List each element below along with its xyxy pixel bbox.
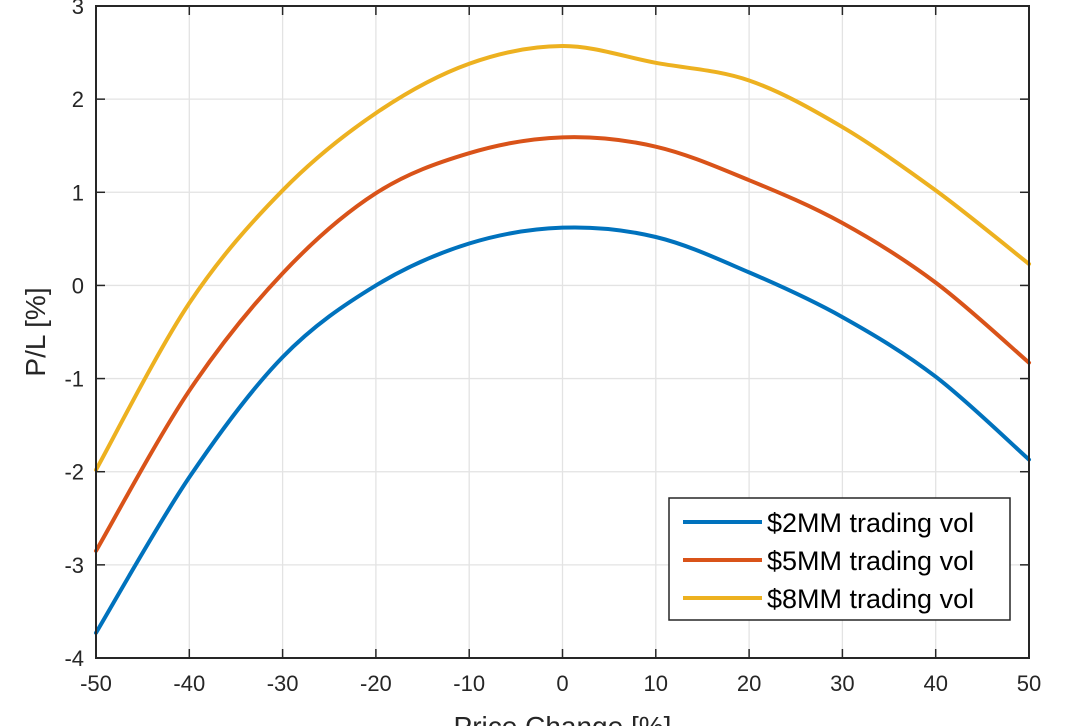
series-line-1 [94, 225, 1031, 635]
y-tick-label: -3 [64, 553, 84, 578]
y-tick-label: 3 [72, 0, 84, 19]
series-line-2 [94, 135, 1031, 553]
y-axis-title: P/L [%] [20, 287, 51, 376]
series-group [94, 44, 1031, 635]
ticks [95, 5, 1030, 659]
y-tick-label: 0 [72, 273, 84, 298]
x-tick-label: 20 [737, 671, 761, 696]
x-tick-label: 30 [830, 671, 854, 696]
x-tick-label: 0 [556, 671, 568, 696]
y-tick-label: -1 [64, 367, 84, 392]
legend-item: $2MM trading vol [683, 508, 974, 538]
legend-label: $8MM trading vol [767, 584, 974, 614]
y-tick-label: -2 [64, 460, 84, 485]
x-tick-label: -20 [360, 671, 392, 696]
x-tick-label: -40 [173, 671, 205, 696]
series-line-3 [94, 44, 1031, 472]
legend-label: $5MM trading vol [767, 546, 974, 576]
y-tick-label: 1 [72, 180, 84, 205]
x-tick-label: -30 [267, 671, 299, 696]
x-tick-label: -50 [80, 671, 112, 696]
legend-items: $2MM trading vol $5MM trading vol $8MM tra… [683, 508, 974, 614]
y-tick-label: 2 [72, 87, 84, 112]
x-tick-label: 50 [1017, 671, 1041, 696]
legend-item: $5MM trading vol [683, 546, 974, 576]
x-tick-label: 10 [644, 671, 668, 696]
legend-item: $8MM trading vol [683, 584, 974, 614]
x-tick-label: -10 [453, 671, 485, 696]
y-tick-label: -4 [64, 646, 84, 671]
x-tick-label: 40 [923, 671, 947, 696]
legend-label: $2MM trading vol [767, 508, 974, 538]
x-axis-title: Price Change [%] [454, 711, 672, 726]
legend: $2MM trading vol $5MM trading vol $8MM tra… [668, 497, 1011, 621]
